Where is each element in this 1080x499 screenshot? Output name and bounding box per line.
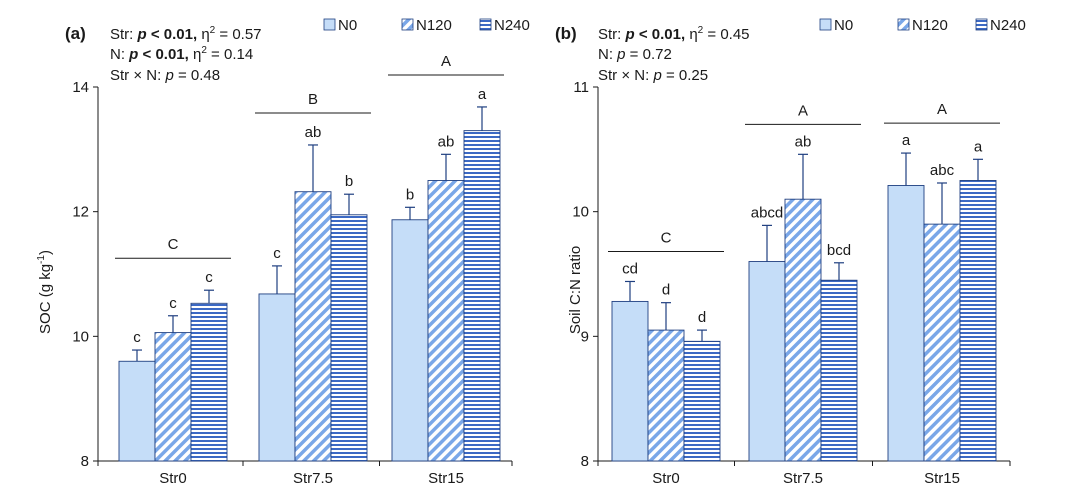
stat-line: Str: p < 0.01, η2 = 0.45 xyxy=(598,25,750,43)
significance-letter: a xyxy=(478,86,487,103)
legend-label: N0 xyxy=(834,17,853,34)
y-tick-label: 10 xyxy=(72,328,89,345)
stat-line: Str: p < 0.01, η2 = 0.57 xyxy=(110,25,262,43)
legend-label: N0 xyxy=(338,17,357,34)
bar xyxy=(887,185,925,462)
significance-letter: bcd xyxy=(827,242,851,259)
significance-letter: abcd xyxy=(751,204,784,221)
y-axis-label: Soil C:N ratio xyxy=(567,246,584,334)
legend-swatch xyxy=(975,18,988,31)
bar xyxy=(330,214,368,462)
legend-label: N240 xyxy=(494,17,530,34)
y-tick-label: 14 xyxy=(72,79,89,96)
bar xyxy=(959,180,997,462)
bar xyxy=(784,198,822,462)
y-tick-label: 10 xyxy=(572,204,589,221)
y-tick-label: 11 xyxy=(573,79,589,96)
group-letter: B xyxy=(308,91,318,108)
bar xyxy=(683,340,721,462)
significance-letter: c xyxy=(133,329,141,346)
stat-line: Str × N: p = 0.48 xyxy=(110,67,220,84)
x-tick-label: Str0 xyxy=(652,470,680,487)
bar xyxy=(190,302,228,462)
legend-swatch xyxy=(897,18,910,31)
bar xyxy=(748,261,786,462)
stat-line: N: p = 0.72 xyxy=(598,46,672,63)
y-tick-label: 9 xyxy=(581,328,589,345)
bar xyxy=(258,293,296,462)
bar xyxy=(154,332,192,462)
bar xyxy=(923,223,961,462)
significance-letter: ab xyxy=(305,124,322,141)
bar xyxy=(820,279,858,462)
x-tick-label: Str7.5 xyxy=(783,470,823,487)
bar xyxy=(118,360,156,462)
significance-letter: cd xyxy=(622,260,638,277)
bar xyxy=(611,300,649,462)
legend-swatch xyxy=(401,18,414,31)
significance-letter: a xyxy=(974,138,983,155)
bar xyxy=(391,219,429,462)
group-letter: C xyxy=(168,236,179,253)
x-tick-label: Str15 xyxy=(924,470,960,487)
y-axis-label: SOC (g kg-1) xyxy=(36,250,54,334)
x-tick-label: Str0 xyxy=(159,470,187,487)
legend-swatch xyxy=(479,18,492,31)
panel-b: (b) Str: p < 0.01, η2 = 0.45 N: p = 0.72 St… xyxy=(555,17,1026,487)
panel-label: (b) xyxy=(555,24,577,43)
significance-letter: d xyxy=(662,282,670,299)
y-tick-label: 12 xyxy=(72,204,89,221)
group-letter: A xyxy=(441,53,451,70)
significance-letter: b xyxy=(406,186,414,203)
group-letter: A xyxy=(798,102,808,119)
significance-letter: ab xyxy=(438,133,455,150)
y-tick-label: 8 xyxy=(581,453,589,470)
group-letter: A xyxy=(937,101,947,118)
bar xyxy=(427,180,465,462)
legend-label: N120 xyxy=(416,17,452,34)
significance-letter: abc xyxy=(930,162,955,179)
significance-letter: c xyxy=(169,295,177,312)
y-tick-label: 8 xyxy=(81,453,89,470)
legend-swatch xyxy=(323,18,336,31)
bar xyxy=(463,130,501,462)
significance-letter: a xyxy=(902,132,911,149)
panel-a: (a) Str: p < 0.01, η2 = 0.57 N: p < 0.01, … xyxy=(36,17,530,487)
x-tick-label: Str7.5 xyxy=(293,470,333,487)
legend-swatch xyxy=(819,18,832,31)
group-letter: C xyxy=(661,229,672,246)
significance-letter: d xyxy=(698,309,706,326)
significance-letter: b xyxy=(345,173,353,190)
bar xyxy=(294,191,332,462)
x-tick-label: Str15 xyxy=(428,470,464,487)
stat-line: Str × N: p = 0.25 xyxy=(598,67,708,84)
significance-letter: c xyxy=(205,269,213,286)
panel-label: (a) xyxy=(65,24,86,43)
bar xyxy=(647,329,685,462)
legend-label: N120 xyxy=(912,17,948,34)
legend-label: N240 xyxy=(990,17,1026,34)
significance-letter: c xyxy=(273,245,281,262)
significance-letter: ab xyxy=(795,133,812,150)
stat-line: N: p < 0.01, η2 = 0.14 xyxy=(110,45,253,63)
